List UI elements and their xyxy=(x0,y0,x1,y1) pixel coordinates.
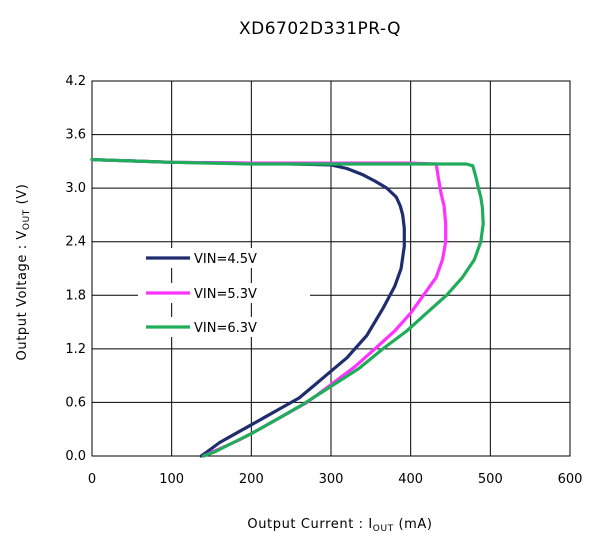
x-tick-labels: 0 100 200 300 400 500 600 xyxy=(88,472,583,487)
y-tick-label: 0.6 xyxy=(65,395,86,410)
y-tick-label: 3.6 xyxy=(65,128,86,143)
legend: VIN=4.5V VIN=5.3V VIN=6.3V xyxy=(138,248,310,337)
x-tick-label: 200 xyxy=(239,472,264,487)
x-tick-label: 400 xyxy=(398,472,423,487)
legend-label-1: VIN=4.5V xyxy=(194,252,257,267)
x-tick-label: 500 xyxy=(478,472,503,487)
x-tick-label: 100 xyxy=(159,472,184,487)
y-tick-labels: 0.0 0.6 1.2 1.8 2.4 3.0 3.6 4.2 xyxy=(65,74,86,464)
y-tick-label: 1.8 xyxy=(65,288,86,303)
plot-border xyxy=(91,80,571,457)
x-tick-label: 0 xyxy=(88,472,96,487)
y-tick-label: 2.4 xyxy=(65,235,86,250)
y-tick-label: 4.2 xyxy=(65,74,86,89)
legend-label-3: VIN=6.3V xyxy=(194,321,257,336)
series-line-1 xyxy=(90,158,406,458)
y-tick-label: 0.0 xyxy=(65,449,86,464)
series-line-3 xyxy=(90,158,485,458)
legend-background xyxy=(138,317,310,337)
legend-background xyxy=(138,248,310,268)
series-lines xyxy=(90,158,485,458)
y-tick-label: 1.2 xyxy=(65,342,86,357)
legend-label-2: VIN=5.3V xyxy=(194,287,257,302)
y-tick-label: 3.0 xyxy=(65,181,86,196)
legend-background xyxy=(138,283,310,303)
x-tick-label: 300 xyxy=(319,472,344,487)
x-tick-label: 600 xyxy=(558,472,583,487)
chart-title: XD6702D331PR-Q xyxy=(239,19,401,39)
y-axis-title: Output Voltage : VOUT (V) xyxy=(15,184,32,361)
grid-lines xyxy=(91,80,571,457)
x-axis-title: Output Current : IOUT (mA) xyxy=(247,517,432,534)
series-line-2 xyxy=(90,158,448,458)
plot-frame xyxy=(91,80,571,457)
